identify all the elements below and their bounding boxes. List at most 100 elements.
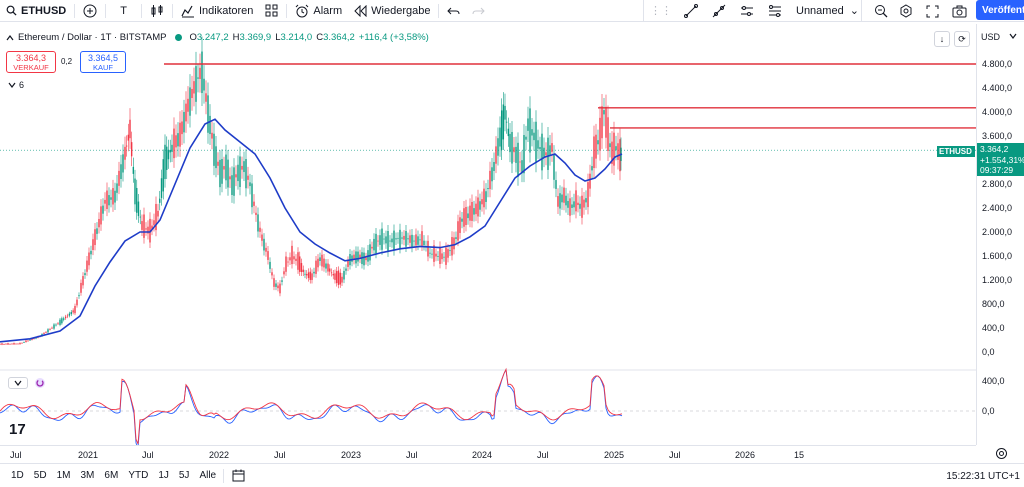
range-5j[interactable]: 5J	[178, 470, 190, 481]
sell-button[interactable]: 3.364,3 VERKAUF	[6, 51, 56, 73]
candle-body	[118, 170, 120, 186]
candle-body	[609, 143, 611, 148]
candle-body	[581, 195, 583, 218]
candle-body	[569, 198, 571, 216]
candle-body	[217, 161, 219, 166]
reset-button[interactable]: ⟳	[954, 31, 970, 47]
replay-button[interactable]: Wiedergabe	[348, 0, 436, 22]
time-label: 2023	[341, 450, 362, 460]
candle-body	[90, 250, 92, 255]
replay-label: Wiedergabe	[371, 4, 431, 17]
ray-icon[interactable]	[712, 4, 726, 18]
range-1j[interactable]: 1J	[158, 470, 169, 481]
range-1d[interactable]: 1D	[11, 470, 24, 481]
time-axis[interactable]: Jul 2021 Jul 2022 Jul 2023 Jul 2024 Jul 2025 Jul 20…	[0, 445, 976, 463]
candle-body	[11, 343, 13, 345]
legend-close: 3.364,2	[323, 32, 355, 43]
candle-body	[86, 260, 88, 272]
range-ytd[interactable]: YTD	[128, 470, 149, 481]
currency-label[interactable]: USD	[981, 32, 1001, 42]
indicator-toggle[interactable]: 6	[8, 80, 24, 90]
candle-body	[535, 121, 537, 163]
range-alle[interactable]: Alle	[199, 470, 217, 481]
buy-button[interactable]: 3.364,5 KAUF	[80, 51, 126, 73]
fullscreen-button[interactable]	[920, 0, 945, 22]
snapshot-button[interactable]	[946, 0, 973, 22]
price-label: 1.200,0	[982, 275, 1013, 285]
candle-body	[273, 278, 275, 287]
interval-button[interactable]: T	[108, 0, 139, 22]
candle-body	[433, 245, 435, 262]
candle-body	[257, 214, 259, 232]
chart-type-button[interactable]	[144, 0, 170, 22]
candle-body	[203, 78, 205, 91]
candle-body	[78, 295, 80, 297]
plus-circle-icon	[83, 4, 97, 17]
candle-body	[483, 188, 485, 208]
candle-body	[102, 205, 104, 214]
price-chart[interactable]	[0, 24, 976, 445]
publish-button[interactable]: Veröffentlichen	[976, 0, 1024, 20]
price-label: 4.800,0	[982, 59, 1013, 69]
candle-body	[467, 213, 469, 219]
candle-body	[157, 210, 159, 217]
candle-body	[455, 237, 457, 239]
candle-body	[593, 136, 595, 169]
candle-body	[96, 228, 98, 234]
candle-body	[145, 228, 147, 230]
range-6m[interactable]: 6M	[104, 470, 119, 481]
candle-body	[381, 228, 383, 250]
candle-body	[63, 318, 65, 320]
quick-search-button[interactable]	[868, 0, 894, 22]
compare-button[interactable]	[77, 0, 103, 22]
range-1m[interactable]: 1M	[56, 470, 71, 481]
candle-body	[613, 132, 615, 166]
candle-body	[243, 161, 245, 173]
candle-body	[108, 195, 110, 206]
parallel-lines-icon[interactable]	[768, 4, 782, 18]
redo-button[interactable]	[466, 0, 491, 22]
chevron-down-icon[interactable]	[1009, 33, 1017, 39]
undo-button[interactable]	[441, 0, 466, 22]
drag-handle-icon[interactable]: ⋮⋮	[650, 5, 672, 17]
horizontal-lines-icon[interactable]	[740, 4, 754, 18]
candle-body	[557, 196, 559, 207]
alert-button[interactable]: Alarm	[289, 0, 348, 22]
price-label: 800,0	[982, 299, 1005, 309]
candle-body	[132, 166, 135, 174]
scroll-down-button[interactable]: ↓	[934, 31, 950, 47]
indicators-button[interactable]: Indikatoren	[175, 0, 259, 22]
candle-body	[307, 272, 310, 278]
buy-label: KAUF	[92, 63, 113, 72]
candle-body	[583, 199, 585, 208]
calendar-icon[interactable]	[232, 469, 245, 482]
candle-body	[607, 117, 609, 151]
price-axis[interactable]: USD 4.800,04.400,04.000,03.600,03.200,02…	[976, 24, 1024, 445]
templates-button[interactable]	[259, 0, 284, 22]
layout-name[interactable]: Unnamed	[796, 4, 844, 17]
candle-body	[251, 183, 253, 208]
indicator-collapse-button[interactable]	[8, 377, 28, 389]
symbol-search[interactable]: ETHUSD	[0, 0, 72, 22]
range-3m[interactable]: 3M	[80, 470, 95, 481]
indicators-icon	[181, 5, 194, 17]
indicator-legend	[8, 377, 46, 389]
candle-body	[233, 167, 235, 196]
candle-body	[205, 93, 207, 102]
chevron-down-icon[interactable]: ⌄	[849, 5, 859, 17]
zoom-search-icon	[875, 5, 888, 18]
tradingview-logo[interactable]: 17	[9, 421, 26, 438]
price-label: 2.800,0	[982, 179, 1013, 189]
candle-body	[263, 238, 265, 251]
settings-gear-icon[interactable]	[995, 447, 1008, 460]
range-5d[interactable]: 5D	[33, 470, 47, 481]
candle-body	[437, 255, 439, 257]
clock[interactable]: 15:22:31 UTC+1	[946, 471, 1020, 482]
settings-button[interactable]	[893, 0, 919, 22]
candle-body	[92, 239, 94, 250]
buy-price: 3.364,5	[87, 53, 119, 63]
trend-line-icon[interactable]	[684, 3, 698, 18]
chevron-up-icon[interactable]	[6, 34, 14, 41]
candle-body	[215, 146, 217, 169]
candle-body	[241, 165, 243, 170]
